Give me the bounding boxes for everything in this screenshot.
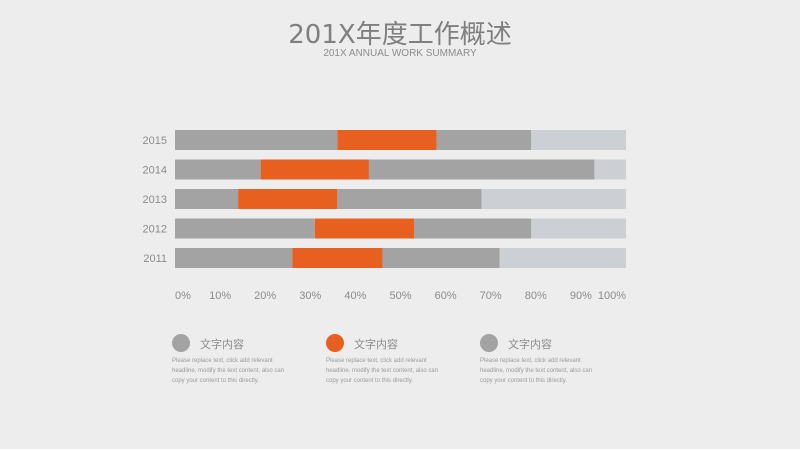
bar-segment-2011-2 bbox=[292, 248, 383, 268]
legend-description-line: copy your content to this directly. bbox=[172, 378, 259, 384]
bar-segment-2013-3 bbox=[337, 189, 482, 209]
legend-title: 文字内容 bbox=[354, 338, 398, 351]
bar-segment-2015-1 bbox=[175, 130, 338, 150]
legend-description-line: headline, modify the text content, also … bbox=[480, 368, 593, 374]
y-tick-label: 2012 bbox=[143, 224, 167, 236]
bar-segment-2011-1 bbox=[175, 248, 293, 268]
bar-segment-2011-3 bbox=[382, 248, 500, 268]
bar-segment-2011-4 bbox=[499, 248, 626, 268]
bar-segment-2012-1 bbox=[175, 218, 315, 239]
x-tick-label: 40% bbox=[344, 290, 366, 302]
bar-segment-2015-4 bbox=[531, 130, 626, 150]
x-tick-label: 80% bbox=[525, 290, 547, 302]
x-tick-label: 100% bbox=[598, 290, 626, 302]
x-tick-label: 90% bbox=[570, 290, 592, 302]
bar-segment-2014-1 bbox=[175, 159, 261, 180]
legend-description-line: Please replace text, click add relevant bbox=[480, 358, 581, 364]
x-tick-label: 30% bbox=[299, 290, 321, 302]
y-tick-label: 2015 bbox=[143, 135, 167, 147]
legend-description-line: Please replace text, click add relevant bbox=[172, 358, 273, 364]
bar-segment-2014-4 bbox=[594, 159, 626, 180]
legend-dot-icon bbox=[480, 334, 498, 352]
legend-title: 文字内容 bbox=[200, 338, 244, 351]
bar-segment-2012-3 bbox=[414, 218, 532, 239]
legend-description-line: Please replace text, click add relevant bbox=[326, 358, 427, 364]
bar-segment-2015-3 bbox=[436, 130, 532, 150]
legend-description: Please replace text, click add relevant … bbox=[480, 356, 630, 386]
x-tick-label: 70% bbox=[480, 290, 502, 302]
y-tick-label: 2013 bbox=[143, 194, 167, 206]
legend-description-line: copy your content to this directly. bbox=[326, 378, 413, 384]
bar-segment-2014-3 bbox=[368, 159, 595, 180]
x-tick-label: 20% bbox=[254, 290, 276, 302]
legend-description-line: copy your content to this directly. bbox=[480, 378, 567, 384]
legend-description: Please replace text, click add relevant … bbox=[172, 356, 322, 386]
y-tick-label: 2014 bbox=[143, 165, 167, 177]
bar-segment-2015-2 bbox=[337, 130, 437, 150]
page-subtitle: 201X ANNUAL WORK SUMMARY bbox=[323, 48, 477, 59]
bar-segment-2012-2 bbox=[314, 218, 415, 239]
legend-description-line: headline, modify the text content, also … bbox=[326, 368, 439, 374]
bar-segment-2013-2 bbox=[238, 189, 338, 209]
x-tick-label: 10% bbox=[209, 290, 231, 302]
legend-dot-icon bbox=[172, 334, 190, 352]
bar-segment-2013-4 bbox=[481, 189, 626, 209]
legend-description-line: headline, modify the text content, also … bbox=[172, 368, 285, 374]
page-title: 201X年度工作概述 bbox=[288, 20, 512, 50]
bar-segment-2013-1 bbox=[175, 189, 239, 209]
y-tick-label: 2011 bbox=[143, 253, 167, 265]
legend-title: 文字内容 bbox=[508, 338, 552, 351]
x-tick-label: 0% bbox=[175, 290, 191, 302]
x-tick-label: 50% bbox=[389, 290, 411, 302]
bar-segment-2014-2 bbox=[260, 159, 369, 180]
legend-description: Please replace text, click add relevant … bbox=[326, 356, 476, 386]
bar-segment-2012-4 bbox=[531, 218, 626, 239]
x-tick-label: 60% bbox=[435, 290, 457, 302]
legend-dot-icon bbox=[326, 334, 344, 352]
